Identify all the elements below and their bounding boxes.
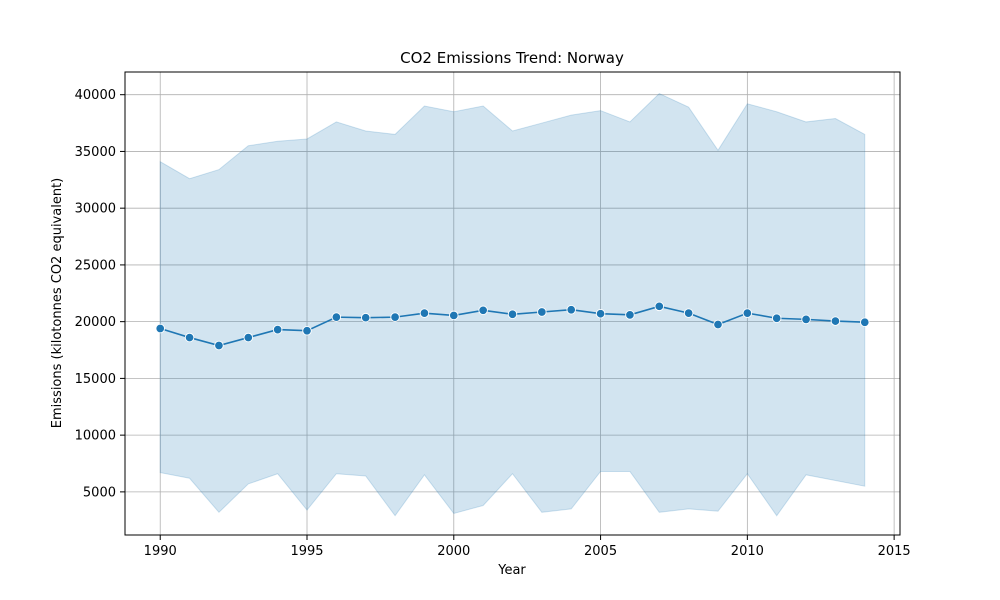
data-point [537, 307, 547, 317]
data-point [625, 310, 635, 320]
y-tick-label: 10000 [75, 429, 116, 444]
y-axis-ticks: 5000 10000 15000 20000 25000 30000 35000 40000 [75, 88, 125, 500]
plot-frame [124, 71, 901, 536]
data-point [419, 308, 430, 318]
data-point [302, 325, 312, 336]
data-point [184, 332, 195, 343]
data-point [478, 305, 488, 316]
data-point [771, 313, 782, 324]
data-point [801, 314, 811, 325]
y-tick-label: 15000 [75, 372, 116, 387]
y-tick-label: 40000 [75, 88, 116, 103]
data-point [360, 312, 371, 323]
x-axis-label: Year [497, 563, 526, 578]
x-tick-label: 2005 [584, 544, 617, 559]
y-axis-label: Emissions (kilotonnes CO2 equivalent) [50, 178, 65, 428]
grid [125, 72, 900, 535]
data-point [449, 310, 459, 321]
data-point [390, 312, 400, 322]
data-points [155, 301, 870, 351]
data-point [243, 332, 254, 343]
data-point [214, 340, 224, 351]
data-point [713, 319, 723, 330]
y-tick-label: 25000 [75, 258, 116, 273]
data-point [742, 308, 753, 318]
x-tick-label: 2010 [731, 544, 764, 559]
x-tick-label: 2000 [437, 544, 470, 559]
y-tick-label: 30000 [75, 202, 116, 217]
data-point [683, 308, 694, 318]
x-tick-label: 1990 [144, 544, 177, 559]
data-point [595, 308, 606, 319]
data-point [830, 316, 841, 326]
y-tick-label: 5000 [83, 485, 116, 500]
x-tick-label: 2015 [878, 544, 911, 559]
confidence-band-layer [159, 92, 866, 517]
data-point [654, 301, 665, 312]
x-tick-label: 1995 [290, 544, 323, 559]
data-point [155, 323, 165, 334]
data-point [331, 312, 342, 322]
data-point [272, 324, 283, 335]
y-tick-label: 35000 [75, 145, 116, 160]
data-point [507, 309, 518, 320]
data-point [860, 317, 870, 327]
y-tick-label: 20000 [75, 315, 116, 330]
x-axis-ticks: 1990 1995 2000 2005 2010 2015 [144, 535, 911, 559]
confidence-band [159, 92, 866, 517]
chart-title: CO2 Emissions Trend: Norway [400, 49, 624, 67]
data-point [566, 304, 576, 315]
